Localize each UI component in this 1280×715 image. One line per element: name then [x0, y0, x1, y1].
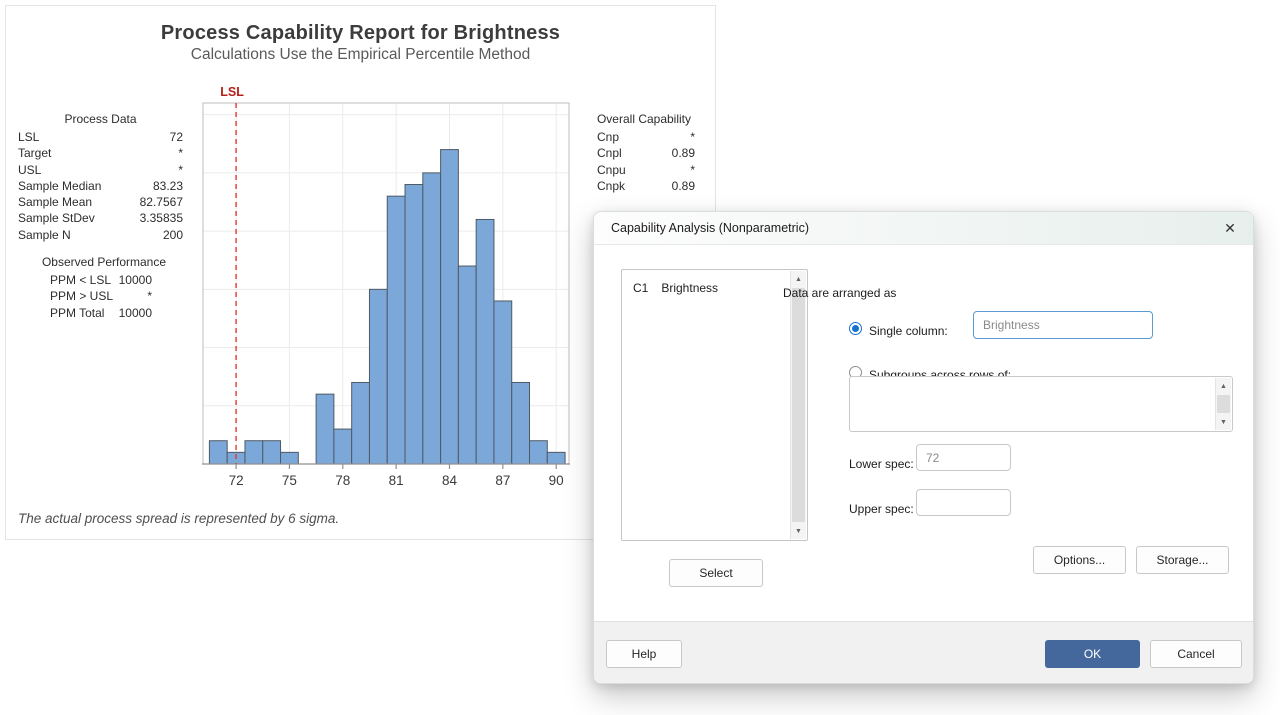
lower-spec-label: Lower spec:: [849, 457, 914, 471]
column-name: Brightness: [661, 281, 718, 295]
help-button[interactable]: Help: [606, 640, 682, 668]
arranged-label: Data are arranged as: [783, 286, 896, 300]
scroll-up-icon[interactable]: ▲: [791, 271, 806, 287]
single-column-radio[interactable]: [849, 322, 862, 335]
dialog-title: Capability Analysis (Nonparametric): [594, 221, 809, 235]
histogram-bar: [441, 150, 459, 464]
histogram-bar: [423, 173, 441, 464]
x-tick-label: 84: [442, 473, 458, 488]
histogram-bar: [547, 452, 565, 464]
histogram-bar: [405, 185, 423, 464]
x-tick-label: 81: [389, 473, 404, 488]
scroll-up-icon[interactable]: ▲: [1216, 378, 1231, 394]
scroll-down-icon[interactable]: ▼: [791, 523, 806, 539]
column-id: C1: [633, 281, 648, 295]
x-tick-label: 72: [229, 473, 244, 488]
x-tick-label: 78: [335, 473, 350, 488]
histogram-bar: [352, 382, 370, 464]
subgroups-scrollbar[interactable]: ▲ ▼: [1215, 378, 1231, 430]
x-tick-label: 90: [549, 473, 564, 488]
options-button[interactable]: Options...: [1033, 546, 1126, 574]
upper-spec-input[interactable]: [916, 489, 1011, 516]
histogram-bar: [458, 266, 476, 464]
scrollbar-thumb[interactable]: [1217, 395, 1230, 413]
histogram-bar: [512, 382, 530, 464]
lsl-label: LSL: [220, 85, 244, 99]
listbox-scrollbar[interactable]: ▲ ▼: [790, 271, 806, 539]
lower-spec-input[interactable]: [916, 444, 1011, 471]
histogram-bar: [369, 289, 387, 464]
histogram-bar: [209, 441, 227, 464]
report-footnote: The actual process spread is represented…: [18, 511, 339, 526]
dialog-titlebar[interactable]: Capability Analysis (Nonparametric) ✕: [594, 212, 1253, 245]
histogram-bar: [476, 219, 494, 464]
select-button[interactable]: Select: [669, 559, 763, 587]
histogram-bar: [316, 394, 334, 464]
single-column-label: Single column:: [869, 324, 948, 338]
histogram-bar: [530, 441, 548, 464]
storage-button[interactable]: Storage...: [1136, 546, 1229, 574]
close-icon[interactable]: ✕: [1217, 217, 1243, 239]
histogram-bar: [281, 452, 299, 464]
scrollbar-thumb[interactable]: [792, 288, 805, 522]
columns-listbox[interactable]: C1 Brightness ▲ ▼: [621, 269, 808, 541]
histogram-bar: [263, 441, 281, 464]
x-tick-label: 87: [495, 473, 510, 488]
histogram-bar: [387, 196, 405, 464]
upper-spec-label: Upper spec:: [849, 502, 914, 516]
scroll-down-icon[interactable]: ▼: [1216, 414, 1231, 430]
single-column-input[interactable]: [973, 311, 1153, 339]
histogram-bar: [245, 441, 263, 464]
ok-button[interactable]: OK: [1045, 640, 1140, 668]
list-item[interactable]: C1 Brightness: [622, 270, 807, 295]
x-tick-label: 75: [282, 473, 297, 488]
cancel-button[interactable]: Cancel: [1150, 640, 1242, 668]
footer-divider: [594, 621, 1253, 622]
histogram-bar: [334, 429, 352, 464]
subgroups-input[interactable]: ▲ ▼: [849, 376, 1233, 432]
histogram-bar: [494, 301, 512, 464]
capability-analysis-dialog: Capability Analysis (Nonparametric) ✕ C1…: [593, 211, 1254, 684]
